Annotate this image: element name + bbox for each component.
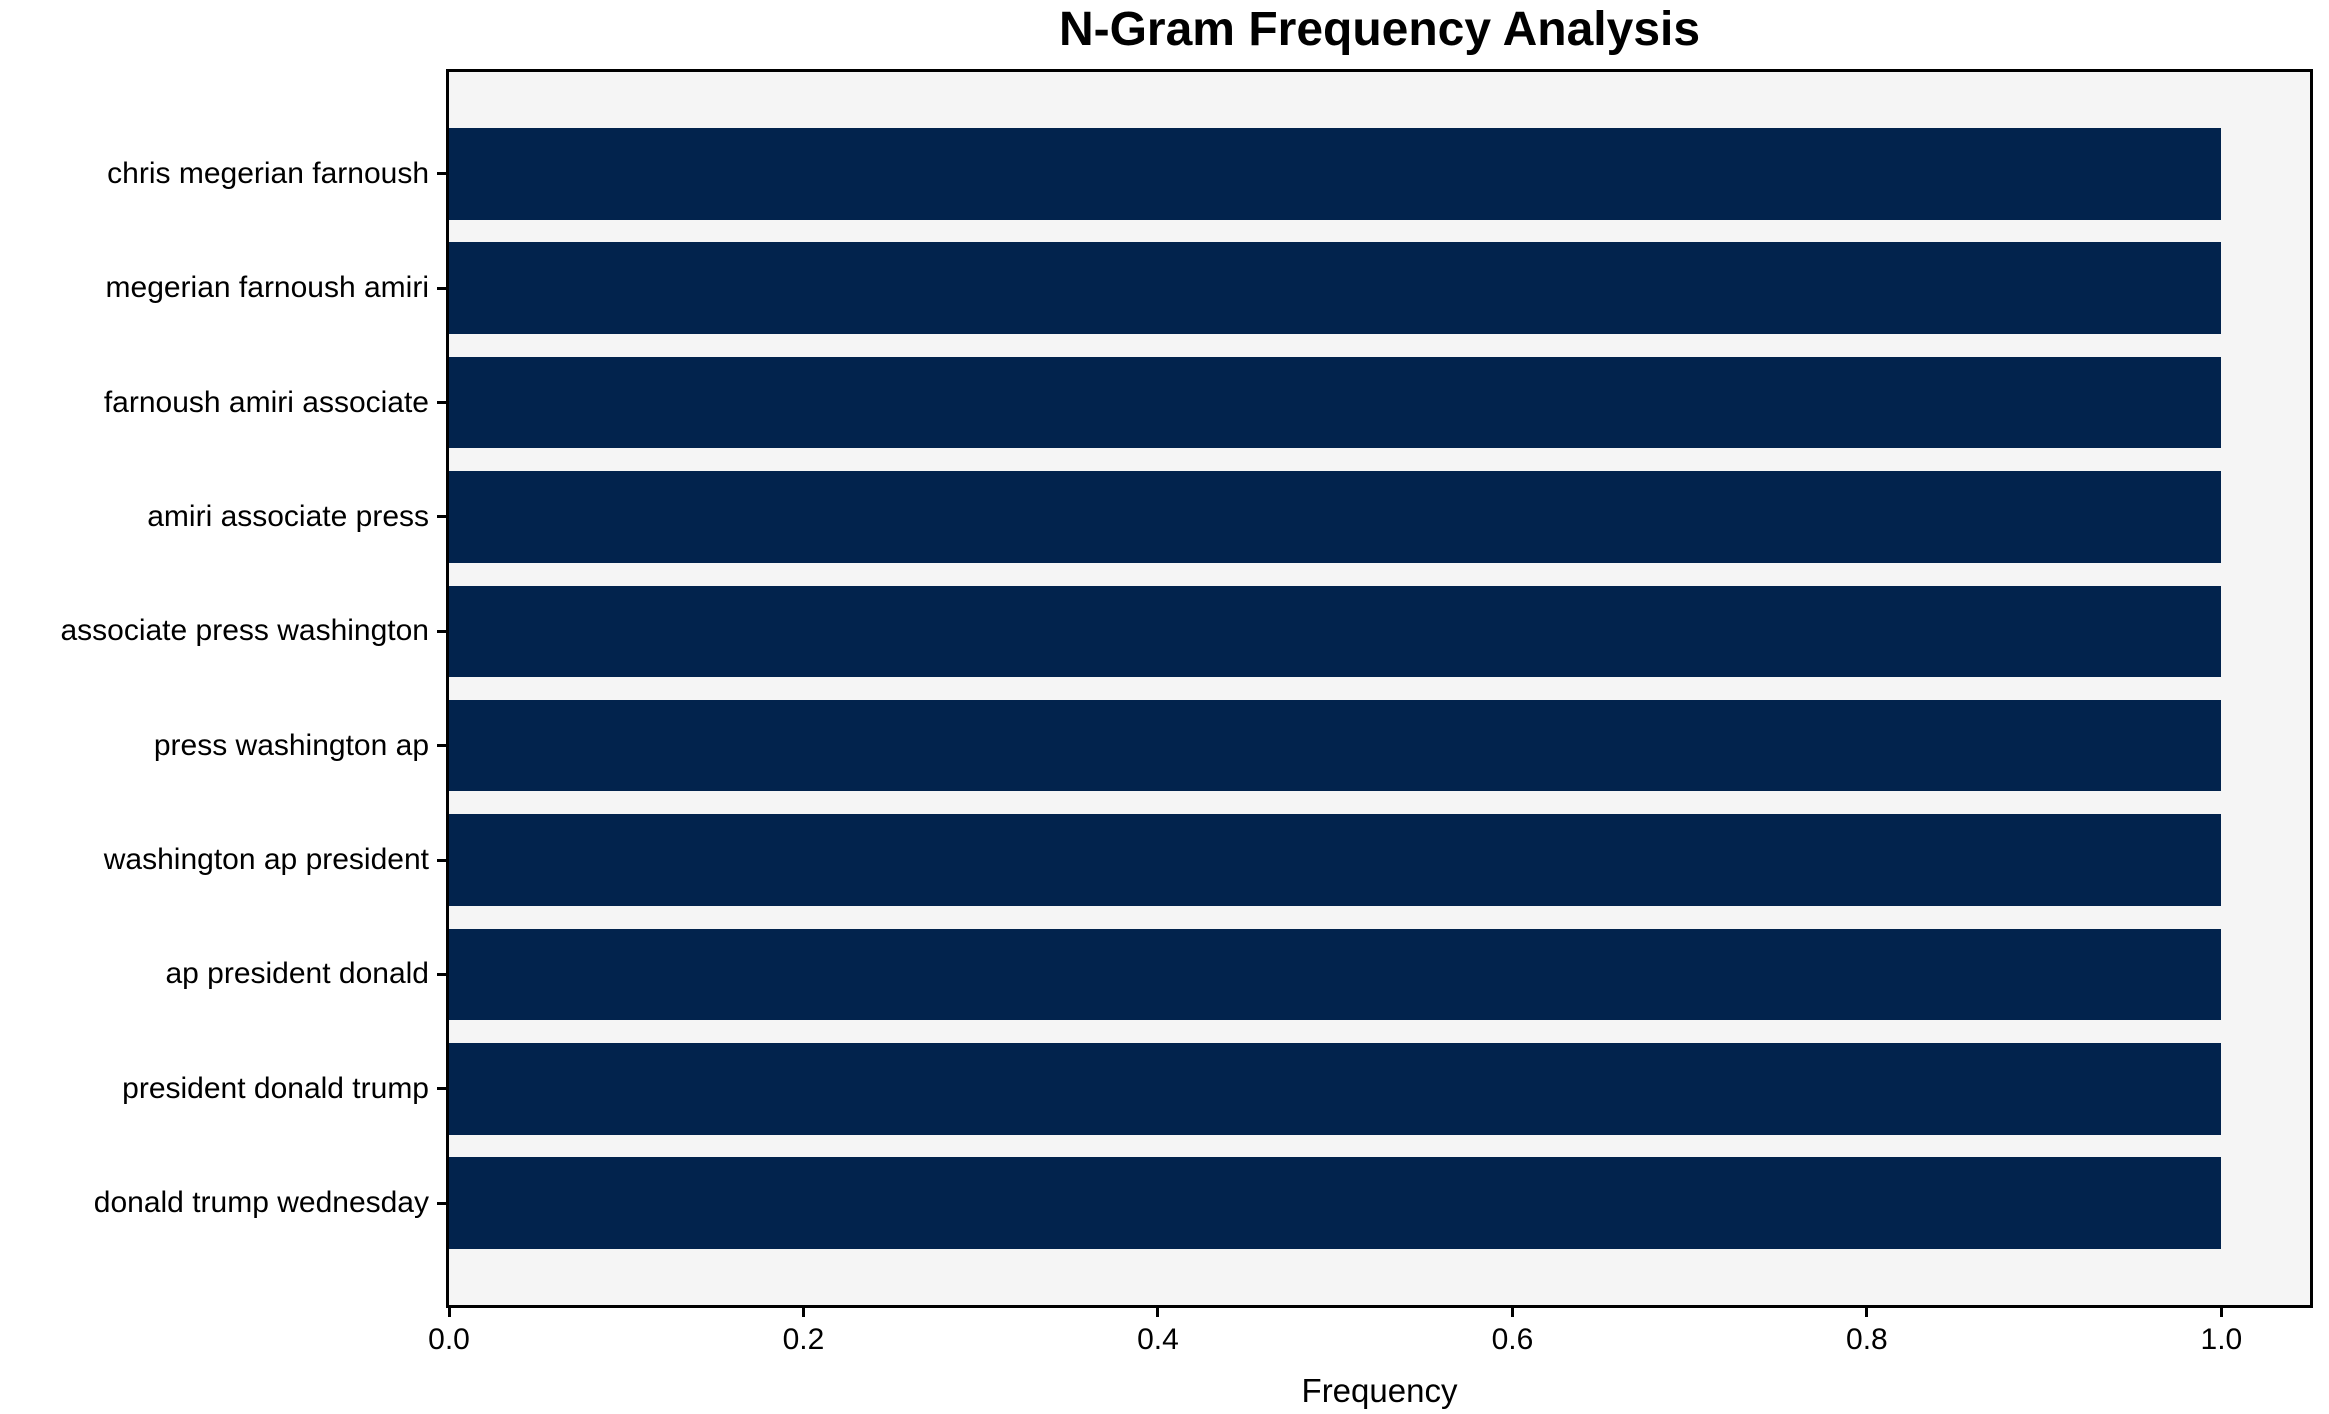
x-axis-label: Frequency bbox=[1301, 1372, 1458, 1409]
y-tick-mark bbox=[437, 972, 449, 976]
x-tick-mark bbox=[1865, 1305, 1869, 1317]
chart-title: N-Gram Frequency Analysis bbox=[1058, 3, 1701, 56]
y-tick-label: press washington ap bbox=[153, 728, 429, 762]
y-tick-label: president donald trump bbox=[122, 1071, 429, 1105]
y-tick-mark bbox=[437, 629, 449, 633]
plot-area bbox=[446, 69, 2313, 1308]
x-tick-label: 0.0 bbox=[428, 1323, 470, 1356]
y-tick-label: chris megerian farnoush bbox=[107, 156, 429, 190]
bar bbox=[449, 814, 2222, 906]
bar bbox=[449, 928, 2222, 1021]
y-tick-mark bbox=[437, 172, 449, 176]
x-tick-label: 0.8 bbox=[1846, 1323, 1888, 1356]
x-tick-label: 0.2 bbox=[782, 1323, 825, 1356]
y-tick-label: amiri associate press bbox=[147, 499, 429, 533]
x-tick-mark bbox=[2219, 1305, 2223, 1317]
bar bbox=[449, 699, 2222, 792]
bar bbox=[449, 128, 2222, 220]
bar bbox=[449, 356, 2222, 449]
y-tick-label: washington ap president bbox=[103, 843, 429, 877]
x-tick-mark bbox=[447, 1305, 451, 1317]
x-tick-mark bbox=[1156, 1305, 1160, 1317]
bar bbox=[449, 242, 2222, 334]
y-tick-label: associate press washington bbox=[60, 614, 429, 648]
y-tick-label: donald trump wednesday bbox=[93, 1186, 429, 1220]
x-tick-mark bbox=[801, 1305, 805, 1317]
x-tick-label: 0.6 bbox=[1491, 1323, 1534, 1356]
bar bbox=[449, 471, 2222, 563]
bar bbox=[449, 1157, 2222, 1249]
y-tick-label: ap president donald bbox=[165, 957, 429, 991]
x-tick-label: 1.0 bbox=[2200, 1323, 2243, 1356]
y-tick-mark bbox=[437, 286, 449, 290]
x-tick-mark bbox=[1510, 1305, 1514, 1317]
y-tick-mark bbox=[437, 858, 449, 862]
y-tick-label: megerian farnoush amiri bbox=[105, 271, 429, 305]
y-tick-mark bbox=[437, 515, 449, 519]
bar bbox=[449, 1043, 2222, 1135]
y-tick-mark bbox=[437, 401, 449, 405]
y-tick-mark bbox=[437, 744, 449, 748]
x-tick-label: 0.4 bbox=[1137, 1323, 1179, 1356]
y-tick-mark bbox=[437, 1087, 449, 1091]
y-tick-mark bbox=[437, 1201, 449, 1205]
y-tick-label: farnoush amiri associate bbox=[103, 385, 429, 419]
bar bbox=[449, 585, 2222, 678]
